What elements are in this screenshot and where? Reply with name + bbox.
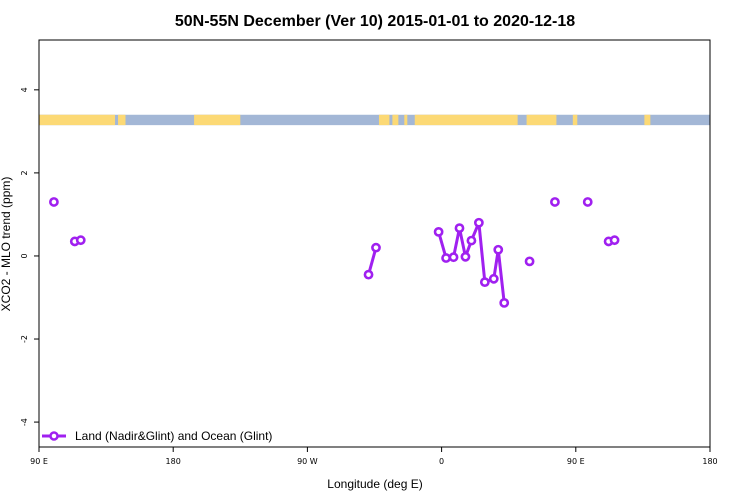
land-segment-4	[378, 114, 390, 126]
x-axis: 90 E 180 90 W 0 90 E 180	[30, 447, 718, 466]
legend-label: Land (Nadir&Glint) and Ocean (Glint)	[75, 429, 272, 443]
data-point-7	[441, 253, 451, 263]
data-point-15	[493, 244, 504, 255]
data-point-12	[473, 217, 484, 228]
y-tick-label-2: -2	[20, 335, 29, 343]
y-tick-label-4: 2	[20, 170, 29, 175]
land-segment-9	[572, 114, 578, 126]
land-segment-8	[526, 114, 557, 126]
land-segment-10	[644, 114, 651, 126]
x-tick-label-6: 180	[702, 457, 717, 466]
y-tick-label-1: -4	[20, 418, 29, 426]
x-tick-label-4: 0	[439, 457, 444, 466]
y-axis-label: XCO2 - MLO trend (ppm)	[0, 177, 13, 312]
land-ocean-strip	[39, 114, 710, 126]
data-point-21	[609, 235, 620, 246]
data-point-4	[363, 269, 374, 280]
x-tick-label-3: 90 W	[297, 457, 318, 466]
series-line-segment-4	[437, 221, 506, 304]
land-segment-2	[118, 114, 126, 126]
data-point-16	[499, 297, 510, 308]
data-point-5	[371, 242, 381, 253]
data-point-3	[75, 235, 86, 246]
ocean-band	[39, 114, 710, 126]
y-axis: -4 -2 0 2 4	[20, 87, 39, 426]
data-point-9	[454, 223, 465, 234]
x-axis-label: Longitude (deg E)	[327, 477, 422, 491]
land-segment-5	[392, 114, 399, 126]
land-segment-1	[39, 114, 116, 126]
chart-title: 50N-55N December (Ver 10) 2015-01-01 to …	[175, 13, 575, 30]
y-tick-label-3: 0	[20, 253, 29, 258]
data-point-11	[466, 235, 477, 246]
data-point-17	[524, 256, 535, 267]
land-segment-7	[414, 114, 518, 126]
data-point-1	[49, 197, 59, 207]
data-series	[49, 197, 620, 308]
data-point-14	[488, 273, 499, 284]
x-tick-label-2: 180	[166, 457, 181, 466]
data-point-18	[550, 197, 560, 207]
data-point-8	[448, 252, 459, 263]
data-point-10	[460, 251, 471, 262]
plot-frame	[38, 39, 711, 448]
data-point-6	[433, 226, 444, 237]
data-point-13	[479, 277, 490, 288]
legend: Land (Nadir&Glint) and Ocean (Glint)	[42, 429, 272, 443]
x-tick-label-5: 90 E	[567, 457, 585, 466]
land-segment-3	[194, 114, 241, 126]
legend-marker	[49, 431, 59, 441]
data-point-19	[582, 197, 593, 207]
y-tick-label-5: 4	[20, 87, 29, 92]
land-segment-6	[404, 114, 408, 126]
x-tick-label-1: 90 E	[30, 457, 48, 466]
